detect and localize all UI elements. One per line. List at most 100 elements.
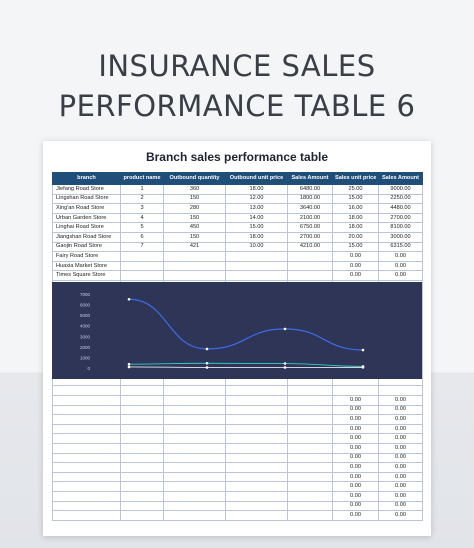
table-cell[interactable]: 0.00 xyxy=(332,414,379,425)
table-cell[interactable]: 0.00 xyxy=(378,251,423,262)
table-cell[interactable] xyxy=(120,404,164,416)
table-cell[interactable] xyxy=(225,270,288,281)
table-cell[interactable] xyxy=(225,481,288,492)
table-cell[interactable]: 18.00 xyxy=(225,231,288,243)
table-cell[interactable]: 12.00 xyxy=(225,193,288,205)
table-cell[interactable]: 6480.00 xyxy=(287,184,333,195)
table-cell[interactable]: 3 xyxy=(120,203,164,214)
table-cell[interactable]: Times Square Store xyxy=(52,270,121,281)
table-cell[interactable] xyxy=(163,423,226,435)
table-cell[interactable]: 421 xyxy=(163,241,226,253)
table-cell[interactable]: 16.00 xyxy=(332,203,379,214)
table-cell[interactable] xyxy=(287,385,333,397)
table-cell[interactable] xyxy=(163,433,226,445)
table-cell[interactable] xyxy=(120,500,164,512)
table-cell[interactable] xyxy=(163,462,226,473)
table-cell[interactable] xyxy=(163,260,226,272)
table-cell[interactable] xyxy=(52,433,121,445)
table-cell[interactable]: 2700.00 xyxy=(378,212,423,224)
table-cell[interactable] xyxy=(332,385,379,397)
table-cell[interactable]: Jiangshan Road Store xyxy=(52,231,121,243)
table-cell[interactable] xyxy=(163,452,226,464)
table-cell[interactable] xyxy=(287,251,333,262)
table-cell[interactable]: 0.00 xyxy=(332,433,379,445)
table-cell[interactable]: Linghai Road Store xyxy=(52,222,121,233)
table-cell[interactable]: 0.00 xyxy=(332,270,379,281)
table-cell[interactable]: 0.00 xyxy=(332,500,379,512)
table-cell[interactable]: 0.00 xyxy=(378,423,423,435)
table-cell[interactable]: 4 xyxy=(120,212,164,224)
table-cell[interactable]: 0.00 xyxy=(378,260,423,272)
table-cell[interactable]: 6750.00 xyxy=(287,222,333,233)
table-cell[interactable] xyxy=(120,471,164,483)
table-cell[interactable]: 15.00 xyxy=(332,193,379,205)
table-cell[interactable] xyxy=(52,500,121,512)
table-cell[interactable]: 0.00 xyxy=(378,414,423,425)
table-cell[interactable]: 0.00 xyxy=(332,462,379,473)
table-cell[interactable]: 0.00 xyxy=(332,510,379,521)
table-cell[interactable]: Huaxia Market Store xyxy=(52,260,121,272)
table-cell[interactable]: 0.00 xyxy=(378,510,423,521)
table-cell[interactable]: 0.00 xyxy=(378,443,423,454)
table-cell[interactable]: 1800.00 xyxy=(287,193,333,205)
table-cell[interactable] xyxy=(52,481,121,492)
table-cell[interactable] xyxy=(287,452,333,464)
table-cell[interactable]: 4210.00 xyxy=(287,241,333,253)
table-cell[interactable] xyxy=(163,443,226,454)
table-cell[interactable] xyxy=(120,491,164,502)
table-cell[interactable]: 6315.00 xyxy=(378,241,423,253)
table-cell[interactable] xyxy=(287,414,333,425)
table-cell[interactable] xyxy=(287,260,333,272)
table-cell[interactable]: 4480.00 xyxy=(378,203,423,214)
table-cell[interactable] xyxy=(120,443,164,454)
table-cell[interactable]: 14.00 xyxy=(225,212,288,224)
table-cell[interactable]: 18.00 xyxy=(332,212,379,224)
table-cell[interactable] xyxy=(120,414,164,425)
table-cell[interactable] xyxy=(163,251,226,262)
table-cell[interactable] xyxy=(52,510,121,521)
table-cell[interactable] xyxy=(225,414,288,425)
table-cell[interactable] xyxy=(52,452,121,464)
table-cell[interactable] xyxy=(163,385,226,397)
table-cell[interactable]: 0.00 xyxy=(332,395,379,406)
table-cell[interactable]: 18.00 xyxy=(225,184,288,195)
table-cell[interactable] xyxy=(378,385,423,397)
table-cell[interactable]: 3000.00 xyxy=(378,231,423,243)
table-cell[interactable]: 15.00 xyxy=(332,241,379,253)
table-cell[interactable]: 0.00 xyxy=(378,491,423,502)
table-cell[interactable] xyxy=(163,481,226,492)
table-cell[interactable] xyxy=(287,481,333,492)
table-cell[interactable] xyxy=(287,395,333,406)
table-cell[interactable] xyxy=(120,433,164,445)
table-cell[interactable] xyxy=(225,500,288,512)
table-cell[interactable]: 2700.00 xyxy=(287,231,333,243)
table-cell[interactable] xyxy=(287,270,333,281)
table-cell[interactable] xyxy=(287,462,333,473)
table-cell[interactable] xyxy=(163,395,226,406)
table-cell[interactable] xyxy=(225,260,288,272)
table-cell[interactable] xyxy=(287,471,333,483)
table-cell[interactable]: 9000.00 xyxy=(378,184,423,195)
table-cell[interactable] xyxy=(120,270,164,281)
table-cell[interactable]: 20.00 xyxy=(332,231,379,243)
table-cell[interactable]: 0.00 xyxy=(332,251,379,262)
table-cell[interactable]: 150 xyxy=(163,231,226,243)
table-cell[interactable] xyxy=(163,270,226,281)
table-cell[interactable] xyxy=(120,260,164,272)
table-cell[interactable]: 0.00 xyxy=(378,404,423,416)
table-cell[interactable] xyxy=(120,481,164,492)
table-cell[interactable] xyxy=(287,443,333,454)
table-cell[interactable]: 0.00 xyxy=(378,471,423,483)
table-cell[interactable]: 18.00 xyxy=(332,222,379,233)
table-cell[interactable] xyxy=(163,404,226,416)
table-cell[interactable] xyxy=(163,500,226,512)
table-cell[interactable] xyxy=(287,404,333,416)
table-cell[interactable] xyxy=(52,462,121,473)
table-cell[interactable]: 10.00 xyxy=(225,241,288,253)
table-cell[interactable]: 15.00 xyxy=(225,222,288,233)
table-cell[interactable] xyxy=(52,491,121,502)
table-cell[interactable] xyxy=(287,491,333,502)
table-cell[interactable]: Lingshan Road Store xyxy=(52,193,121,205)
table-cell[interactable]: 0.00 xyxy=(332,481,379,492)
table-cell[interactable]: 280 xyxy=(163,203,226,214)
